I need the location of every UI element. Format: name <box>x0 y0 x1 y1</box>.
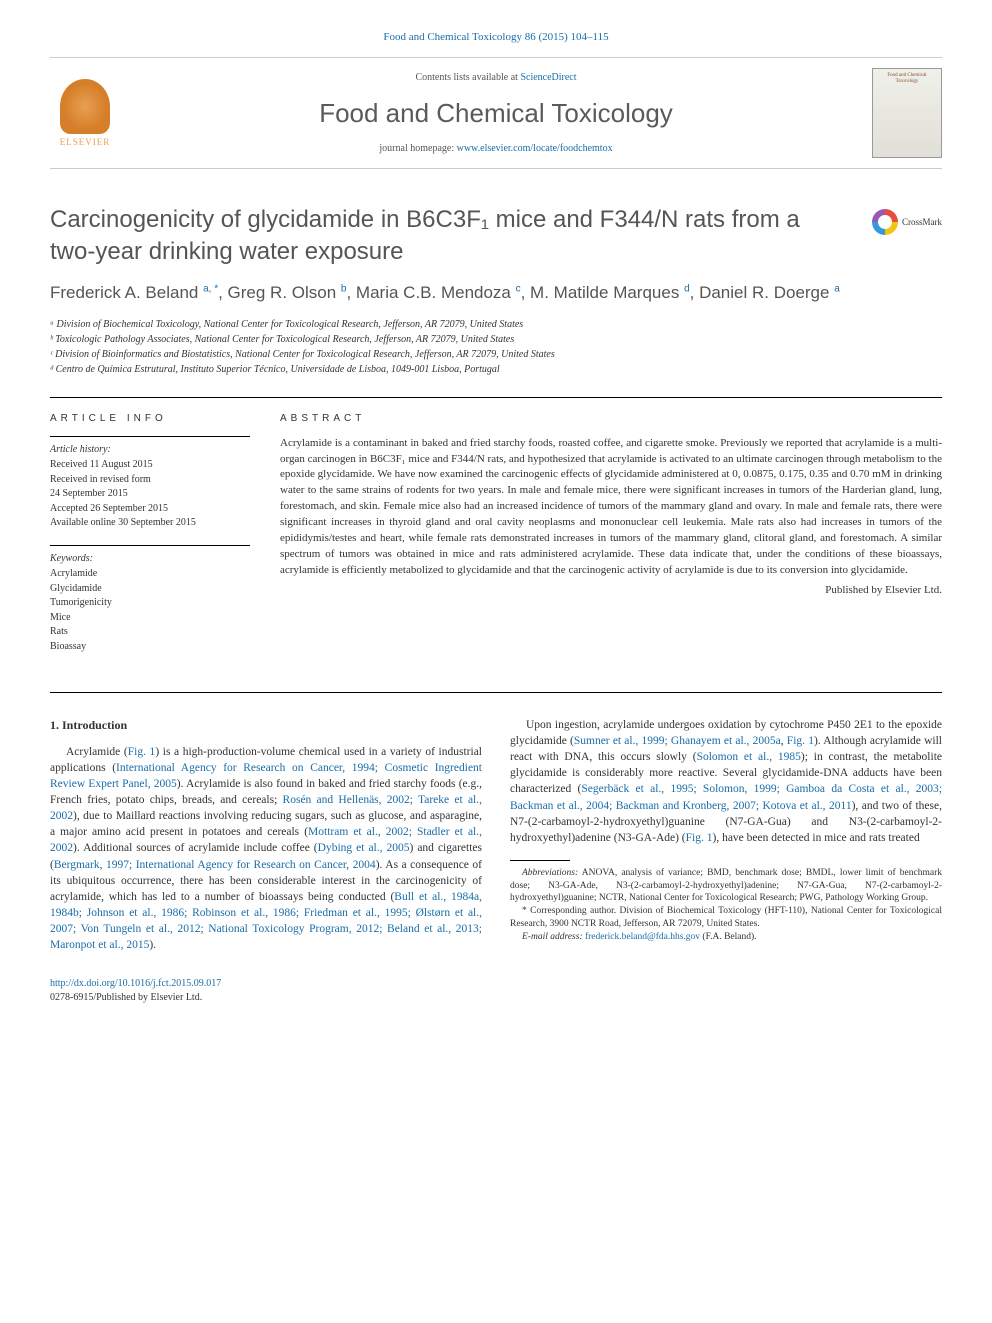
keyword: Glycidamide <box>50 582 250 597</box>
email-link[interactable]: frederick.beland@fda.hhs.gov <box>585 932 700 942</box>
corresponding-author-footnote: * Corresponding author. Division of Bioc… <box>510 905 942 931</box>
affiliation-line: ᵇ Toxicologic Pathology Associates, Nati… <box>50 332 942 347</box>
ref-link[interactable]: Dybing et al., 2005 <box>318 842 410 854</box>
journal-name: Food and Chemical Toxicology <box>120 95 872 131</box>
crossmark-label: CrossMark <box>902 216 942 229</box>
body-divider <box>50 692 942 693</box>
homepage-line: journal homepage: www.elsevier.com/locat… <box>120 142 872 156</box>
sciencedirect-link[interactable]: ScienceDirect <box>520 72 576 83</box>
homepage-prefix: journal homepage: <box>379 143 456 154</box>
body-columns: 1. Introduction Acrylamide (Fig. 1) is a… <box>50 717 942 953</box>
intro-paragraph-1: Acrylamide (Fig. 1) is a high-production… <box>50 744 482 953</box>
homepage-link[interactable]: www.elsevier.com/locate/foodchemtox <box>457 143 613 154</box>
contents-line: Contents lists available at ScienceDirec… <box>120 71 872 85</box>
article-title: Carcinogenicity of glycidamide in B6C3F₁… <box>50 204 942 266</box>
text: ). Additional sources of acrylamide incl… <box>73 842 281 854</box>
abstract-column: ABSTRACT Acrylamide is a contaminant in … <box>280 412 942 669</box>
elsevier-tree-icon <box>60 79 110 134</box>
abstract-publisher: Published by Elsevier Ltd. <box>280 583 942 598</box>
article-history-block: Article history: Received 11 August 2015… <box>50 436 250 531</box>
fig-link[interactable]: Fig. 1 <box>787 735 814 747</box>
keywords-block: Keywords: AcrylamideGlycidamideTumorigen… <box>50 545 250 655</box>
elsevier-label: ELSEVIER <box>60 136 111 149</box>
text: ), have been detected in mice and rats t… <box>712 832 919 844</box>
email-footnote: E-mail address: frederick.beland@fda.hhs… <box>510 931 942 944</box>
abstract-label: ABSTRACT <box>280 412 942 426</box>
affiliation-line: ᵈ Centro de Química Estrutural, Institut… <box>50 362 942 377</box>
history-line: Received in revised form <box>50 473 250 488</box>
history-line: Received 11 August 2015 <box>50 458 250 473</box>
masthead: ELSEVIER Contents lists available at Sci… <box>50 57 942 169</box>
history-line: 24 September 2015 <box>50 487 250 502</box>
abstract-text: Acrylamide is a contaminant in baked and… <box>280 436 942 579</box>
crossmark-badge[interactable]: CrossMark <box>872 209 942 235</box>
crossmark-icon <box>872 209 898 235</box>
footnote-divider <box>510 860 570 861</box>
intro-heading: 1. Introduction <box>50 717 482 734</box>
affiliation-line: ᶜ Division of Bioinformatics and Biostat… <box>50 347 942 362</box>
intro-paragraph-2: Upon ingestion, acrylamide undergoes oxi… <box>510 717 942 846</box>
issn-line: 0278-6915/Published by Elsevier Ltd. <box>50 992 202 1003</box>
keywords-heading: Keywords: <box>50 552 250 567</box>
cover-thumb-title: Food and Chemical Toxicology <box>877 73 937 84</box>
masthead-center: Contents lists available at ScienceDirec… <box>120 71 872 155</box>
keyword: Mice <box>50 611 250 626</box>
ref-link[interactable]: Solomon et al., 1985 <box>697 751 801 763</box>
keyword: Bioassay <box>50 640 250 655</box>
title-block: Carcinogenicity of glycidamide in B6C3F₁… <box>50 204 942 266</box>
keyword: Tumorigenicity <box>50 596 250 611</box>
elsevier-logo[interactable]: ELSEVIER <box>50 73 120 153</box>
affiliations: ᵃ Division of Biochemical Toxicology, Na… <box>50 317 942 377</box>
text: Acrylamide ( <box>66 746 128 758</box>
email-label: E-mail address: <box>522 932 585 942</box>
abbreviations-footnote: Abbreviations: ANOVA, analysis of varian… <box>510 867 942 905</box>
header-citation: Food and Chemical Toxicology 86 (2015) 1… <box>50 30 942 45</box>
contents-prefix: Contents lists available at <box>415 72 520 83</box>
keyword: Acrylamide <box>50 567 250 582</box>
affiliation-line: ᵃ Division of Biochemical Toxicology, Na… <box>50 317 942 332</box>
history-heading: Article history: <box>50 443 250 458</box>
keyword: Rats <box>50 625 250 640</box>
authors-list: Frederick A. Beland a, *, Greg R. Olson … <box>50 281 942 305</box>
info-abstract-row: ARTICLE INFO Article history: Received 1… <box>50 412 942 669</box>
divider <box>50 397 942 398</box>
abbrev-label: Abbreviations: <box>522 868 578 878</box>
footer: http://dx.doi.org/10.1016/j.fct.2015.09.… <box>50 977 942 1005</box>
footnotes: Abbreviations: ANOVA, analysis of varian… <box>510 867 942 944</box>
ref-link[interactable]: Bergmark, 1997; International Agency for… <box>54 859 376 871</box>
text: coffee ( <box>281 842 317 854</box>
ref-link[interactable]: Sumner et al., 1999; Ghanayem et al., 20… <box>574 735 781 747</box>
history-line: Available online 30 September 2015 <box>50 516 250 531</box>
article-info-column: ARTICLE INFO Article history: Received 1… <box>50 412 250 669</box>
text: ). <box>149 939 156 951</box>
history-line: Accepted 26 September 2015 <box>50 502 250 517</box>
email-suffix: (F.A. Beland). <box>700 932 757 942</box>
doi-link[interactable]: http://dx.doi.org/10.1016/j.fct.2015.09.… <box>50 978 221 989</box>
fig-link[interactable]: Fig. 1 <box>128 746 156 758</box>
fig-link[interactable]: Fig. 1 <box>686 832 713 844</box>
journal-cover-thumb[interactable]: Food and Chemical Toxicology <box>872 68 942 158</box>
article-info-label: ARTICLE INFO <box>50 412 250 426</box>
